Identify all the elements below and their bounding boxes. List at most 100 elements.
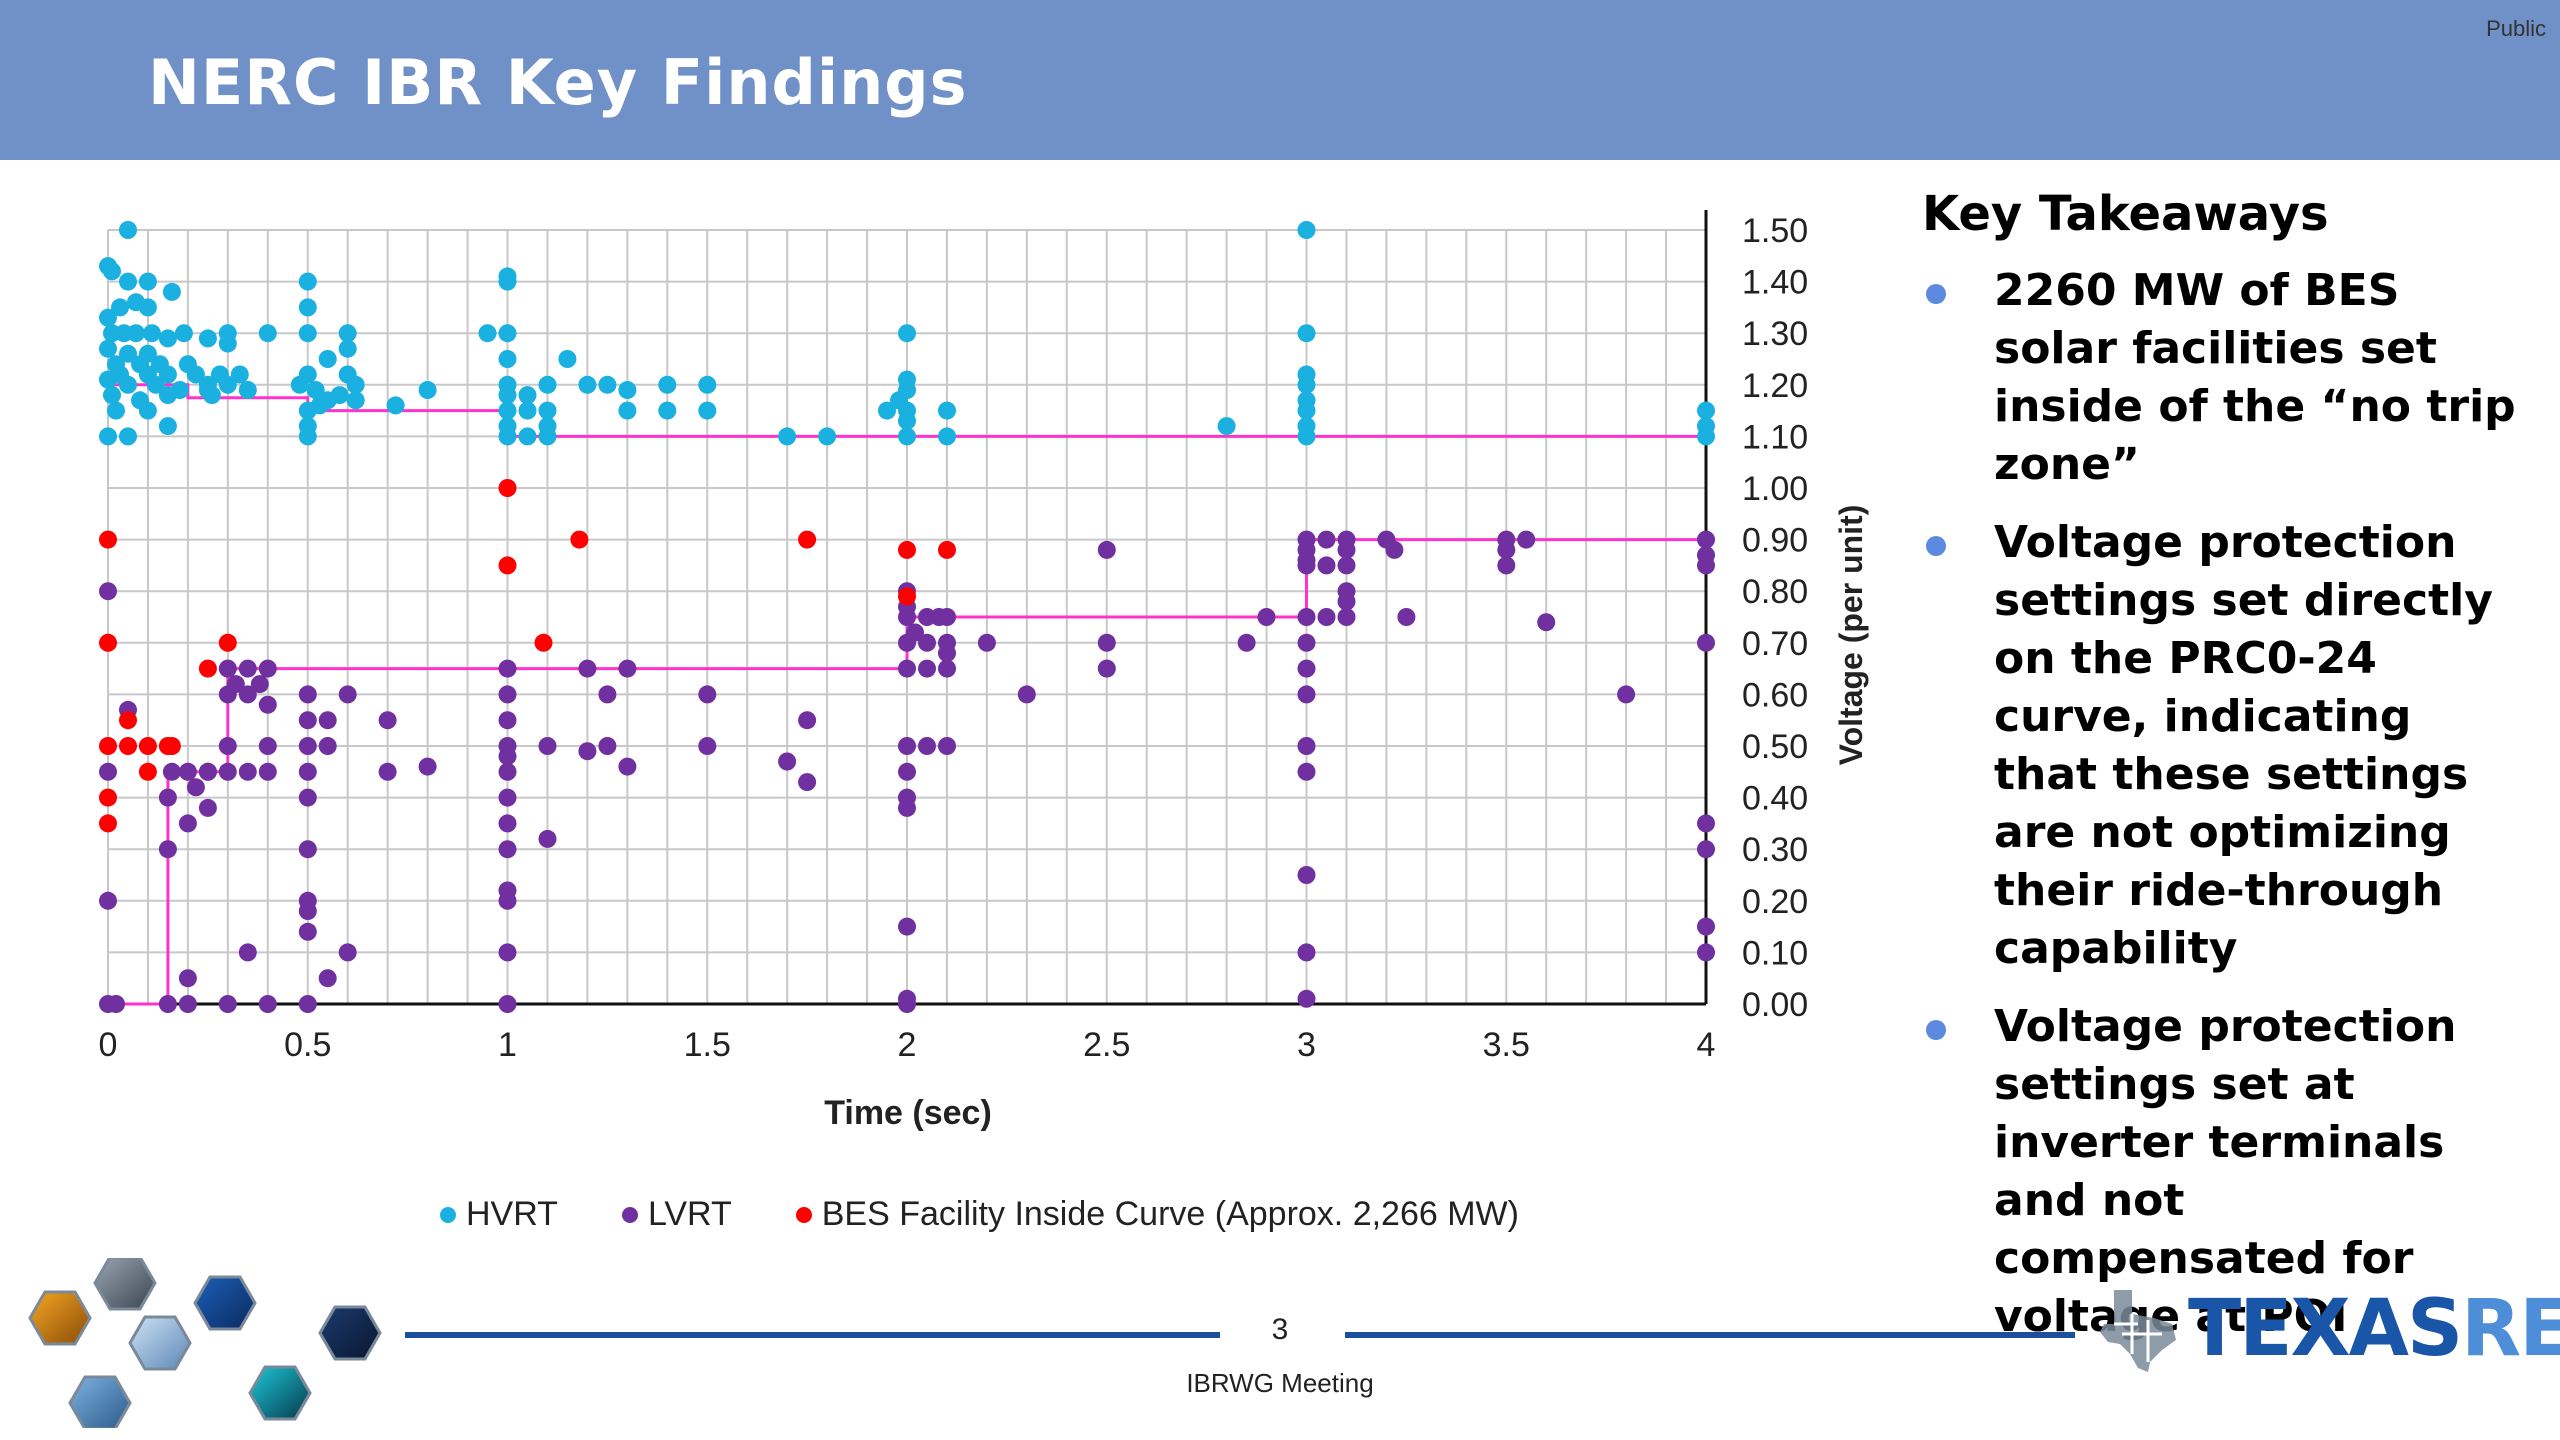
takeaway-text: 2260 MW of BES solar facilities set insi… [1994, 265, 2516, 490]
data-point-lvrt [418, 757, 437, 776]
data-point-lvrt [238, 685, 257, 704]
data-point-lvrt [1617, 685, 1636, 704]
data-point-bes [898, 540, 916, 559]
data-point-lvrt [498, 943, 517, 962]
data-point-lvrt [538, 737, 557, 755]
data-point-hvrt [698, 375, 717, 394]
data-point-lvrt [298, 840, 317, 859]
data-point-hvrt [1217, 417, 1236, 436]
data-point-lvrt [1297, 659, 1316, 678]
data-point-hvrt [478, 324, 497, 343]
data-point-hvrt [198, 329, 217, 348]
data-point-lvrt [318, 737, 337, 755]
data-point-hvrt [598, 375, 617, 394]
data-point-hvrt [558, 350, 577, 368]
data-point-lvrt [1017, 685, 1036, 704]
data-point-lvrt [578, 659, 597, 678]
data-point-lvrt [99, 762, 117, 781]
data-point-hvrt [658, 375, 677, 394]
data-point-hvrt [618, 381, 637, 399]
data-point-lvrt [158, 995, 177, 1013]
x-tick-label: 1.5 [684, 1026, 731, 1064]
takeaway-item: Voltage protection settings set directly… [1922, 514, 2522, 978]
data-point-hvrt [618, 401, 637, 420]
data-point-hvrt [346, 375, 365, 394]
data-point-lvrt [1297, 737, 1316, 755]
data-point-lvrt [318, 711, 337, 730]
data-point-lvrt [1297, 989, 1316, 1008]
data-point-lvrt [798, 773, 817, 792]
data-point-lvrt [1317, 530, 1336, 549]
data-point-lvrt [1317, 608, 1336, 626]
data-point-hvrt [107, 401, 125, 420]
data-point-lvrt [218, 659, 237, 678]
data-point-hvrt [158, 386, 177, 405]
footer-rule-left [405, 1332, 1220, 1338]
data-point-lvrt [1297, 608, 1316, 626]
data-point-lvrt [1297, 685, 1316, 704]
data-point-lvrt [1097, 633, 1116, 652]
data-point-hvrt [538, 375, 557, 394]
data-point-hvrt [298, 427, 317, 446]
data-point-lvrt [218, 762, 237, 781]
data-point-hvrt [99, 308, 117, 327]
data-point-lvrt [898, 608, 916, 626]
data-point-bes [99, 530, 117, 549]
data-point-lvrt [898, 737, 916, 755]
data-point-lvrt [378, 711, 397, 730]
data-point-hvrt [538, 427, 557, 446]
bullet-icon [1926, 284, 1946, 304]
logo-wordmark: TEXASRE [2188, 1284, 2560, 1374]
data-point-hvrt [99, 370, 117, 389]
y-tick-label: 0.70 [1742, 625, 1808, 663]
data-point-lvrt [498, 762, 517, 781]
data-point-lvrt [298, 788, 317, 807]
data-point-lvrt [1257, 608, 1276, 626]
data-point-bes [119, 711, 137, 730]
data-point-lvrt [898, 995, 916, 1013]
data-point-hvrt [138, 298, 157, 317]
data-point-lvrt [778, 752, 797, 771]
data-point-lvrt [598, 737, 617, 755]
data-point-lvrt [898, 762, 916, 781]
data-point-hvrt [518, 401, 537, 420]
data-point-lvrt [698, 737, 717, 755]
data-point-bes [119, 737, 137, 755]
y-tick-label: 0.40 [1742, 780, 1808, 818]
y-tick-label: 0.60 [1742, 676, 1808, 714]
data-point-bes [138, 737, 157, 755]
data-point-lvrt [498, 891, 517, 910]
data-point-lvrt [178, 969, 197, 988]
data-point-hvrt [258, 324, 277, 343]
data-point-hvrt [138, 272, 157, 291]
data-point-lvrt [498, 840, 517, 859]
data-point-hvrt [103, 262, 121, 281]
prc024-curve-line [108, 538, 1706, 1006]
data-point-bes [218, 633, 237, 652]
x-tick-label: 2 [898, 1026, 917, 1064]
data-point-hvrt [518, 427, 537, 446]
data-point-lvrt [898, 917, 916, 936]
data-point-lvrt [258, 659, 277, 678]
data-point-lvrt [578, 742, 597, 761]
data-point-lvrt [1097, 659, 1116, 678]
data-point-lvrt [218, 995, 237, 1013]
x-tick-label: 3 [1297, 1026, 1316, 1064]
data-point-hvrt [119, 344, 137, 363]
data-point-hvrt [162, 282, 181, 301]
data-point-hvrt [938, 401, 956, 420]
hex-photo-windmill-icon [128, 1315, 192, 1371]
hex-photo-sun-icon [28, 1290, 92, 1346]
key-takeaways-panel: Key Takeaways 2260 MW of BES solar facil… [1922, 186, 2522, 1366]
data-point-lvrt [258, 762, 277, 781]
data-point-lvrt [498, 685, 517, 704]
meeting-name: IBRWG Meeting [1186, 1368, 1374, 1398]
data-point-hvrt [138, 401, 157, 420]
data-point-lvrt [898, 659, 916, 678]
data-point-hvrt [658, 401, 677, 420]
data-point-lvrt [918, 659, 936, 678]
data-point-lvrt [918, 633, 936, 652]
data-point-hvrt [818, 427, 837, 446]
page-title: NERC IBR Key Findings [148, 46, 968, 119]
data-point-lvrt [1297, 866, 1316, 884]
